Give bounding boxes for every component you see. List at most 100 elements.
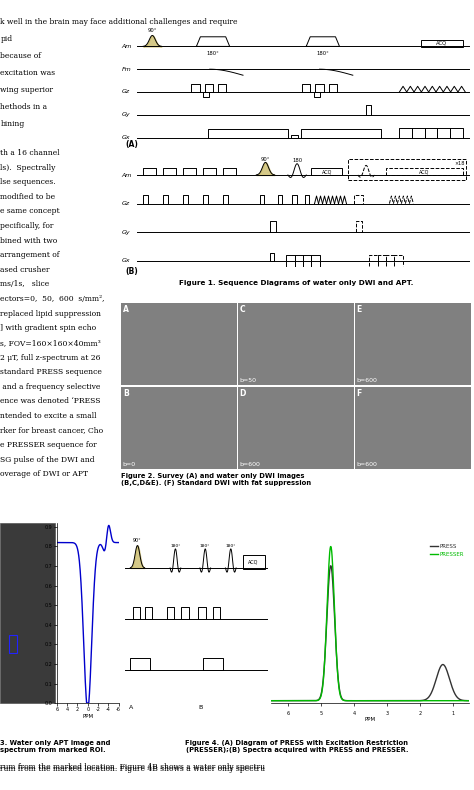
Text: pid: pid (0, 35, 13, 43)
PRESSER (364, 696, 370, 705)
Text: Figure 1. Sequence Diagrams of water only DWI and APT.: Figure 1. Sequence Diagrams of water onl… (179, 280, 413, 287)
PRESS (363, 696, 369, 705)
Text: Gx: Gx (122, 135, 130, 140)
X-axis label: PPM: PPM (82, 713, 93, 719)
Bar (355, 303, 471, 385)
Bar (243, 555, 264, 569)
Bar (0, 523, 55, 703)
Text: C: C (240, 305, 246, 314)
Text: Gy: Gy (122, 112, 130, 117)
PRESS (328, 561, 334, 570)
PRESS (364, 696, 370, 705)
PRESSER (363, 696, 369, 705)
Text: lse sequences.: lse sequences. (0, 179, 56, 186)
Text: 180°: 180° (200, 544, 210, 547)
Text: rker for breast cancer, Cho: rker for breast cancer, Cho (0, 427, 104, 435)
Bar (355, 387, 471, 469)
Bar (121, 387, 237, 469)
PRESS (462, 696, 468, 705)
Bar (121, 303, 237, 385)
Text: 2 μT, full z-spectrum at 26: 2 μT, full z-spectrum at 26 (0, 354, 101, 362)
PRESS (269, 696, 274, 705)
Text: Gx: Gx (122, 258, 130, 263)
Text: 180: 180 (292, 158, 302, 163)
PRESS (466, 696, 472, 705)
Text: and a frequency selective: and a frequency selective (0, 383, 101, 391)
PRESSER (466, 696, 472, 705)
Text: Gz: Gz (122, 89, 130, 95)
PRESSER (462, 696, 468, 705)
Text: standard PRESS sequence: standard PRESS sequence (0, 368, 102, 376)
Text: bined with two: bined with two (0, 237, 58, 245)
Text: E: E (356, 305, 362, 314)
Text: Am: Am (122, 172, 132, 178)
Text: A: A (129, 705, 134, 710)
Text: A: A (123, 305, 128, 314)
Text: k well in the brain may face additional challenges and require: k well in the brain may face additional … (0, 18, 238, 26)
Legend: PRESS, PRESSER: PRESS, PRESSER (428, 542, 466, 559)
Text: th a 16 channel: th a 16 channel (0, 149, 60, 157)
PRESS (376, 696, 382, 705)
PRESSER (387, 696, 392, 705)
Text: ×18: ×18 (454, 161, 465, 166)
Text: modified to be: modified to be (0, 193, 55, 201)
Text: (B): (B) (126, 267, 138, 276)
Text: e PRESSER sequence for: e PRESSER sequence for (0, 442, 97, 450)
Text: arrangement of: arrangement of (0, 251, 60, 259)
Text: B: B (199, 705, 203, 710)
X-axis label: PPM: PPM (365, 717, 376, 722)
Text: b=50: b=50 (240, 378, 257, 382)
Text: 180°: 180° (207, 51, 219, 55)
Text: 180°: 180° (170, 544, 181, 547)
Text: Figure 2. Survey (A) and water only DWI images
(B,C,D&E). (F) Standard DWI with : Figure 2. Survey (A) and water only DWI … (121, 473, 311, 486)
Text: 90°: 90° (147, 28, 157, 33)
Text: 180°: 180° (317, 51, 329, 55)
Text: overage of DWI or APT: overage of DWI or APT (0, 471, 89, 479)
Text: ACQ: ACQ (248, 559, 259, 565)
Text: b=600: b=600 (356, 462, 377, 467)
Text: wing superior: wing superior (0, 86, 54, 94)
Text: rum from the marked location. Figure 4B shows a water only spectru: rum from the marked location. Figure 4B … (0, 765, 265, 773)
Text: 90°: 90° (133, 538, 142, 544)
Text: Figure 4. (A) Diagram of PRESS with Excitation Restriction
(PRESSER);(B) Spectra: Figure 4. (A) Diagram of PRESS with Exci… (185, 740, 409, 753)
Text: D: D (240, 389, 246, 398)
Text: (A): (A) (126, 141, 138, 149)
Text: ACQ: ACQ (436, 41, 447, 46)
Bar (311, 167, 343, 175)
Text: pecifically, for: pecifically, for (0, 222, 54, 230)
Text: 3. Water only APT image and
spectrum from marked ROI.: 3. Water only APT image and spectrum fro… (0, 740, 110, 753)
Text: s, FOV=160×160×40mm³: s, FOV=160×160×40mm³ (0, 339, 101, 347)
Bar (238, 387, 354, 469)
Text: ence was denoted ‘PRESS: ence was denoted ‘PRESS (0, 397, 101, 405)
Text: Gz: Gz (122, 201, 130, 206)
Text: bining: bining (0, 120, 25, 128)
Text: ACQ: ACQ (321, 169, 332, 175)
PRESSER (431, 696, 437, 705)
Text: b=600: b=600 (240, 462, 261, 467)
Text: hethods in a: hethods in a (0, 103, 47, 111)
Line: PRESSER: PRESSER (272, 547, 469, 701)
Text: B: B (123, 389, 128, 398)
PRESSER (328, 542, 334, 551)
Text: b=600: b=600 (356, 378, 377, 382)
Line: PRESS: PRESS (272, 566, 469, 701)
Text: because of: because of (0, 52, 41, 60)
Text: b=0: b=0 (123, 462, 136, 467)
Text: ] with gradient spin echo: ] with gradient spin echo (0, 325, 97, 333)
Bar (348, 159, 466, 180)
Text: F: F (356, 389, 362, 398)
Bar (238, 303, 354, 385)
Text: ntended to excite a small: ntended to excite a small (0, 412, 97, 420)
Bar (386, 167, 463, 175)
Text: SG pulse of the DWI and: SG pulse of the DWI and (0, 456, 95, 464)
Text: rum from the marked location. Figure 4B shows a water only spectru: rum from the marked location. Figure 4B … (0, 763, 265, 771)
Text: ms/1s,   slice: ms/1s, slice (0, 280, 50, 288)
Bar (421, 40, 463, 47)
Text: 90°: 90° (261, 156, 270, 162)
Text: Fm: Fm (122, 66, 132, 72)
Text: Gy: Gy (122, 230, 130, 235)
Text: excitation was: excitation was (0, 70, 55, 77)
Text: 180°: 180° (226, 544, 236, 547)
PRESSER (269, 696, 274, 705)
PRESSER (376, 696, 382, 705)
